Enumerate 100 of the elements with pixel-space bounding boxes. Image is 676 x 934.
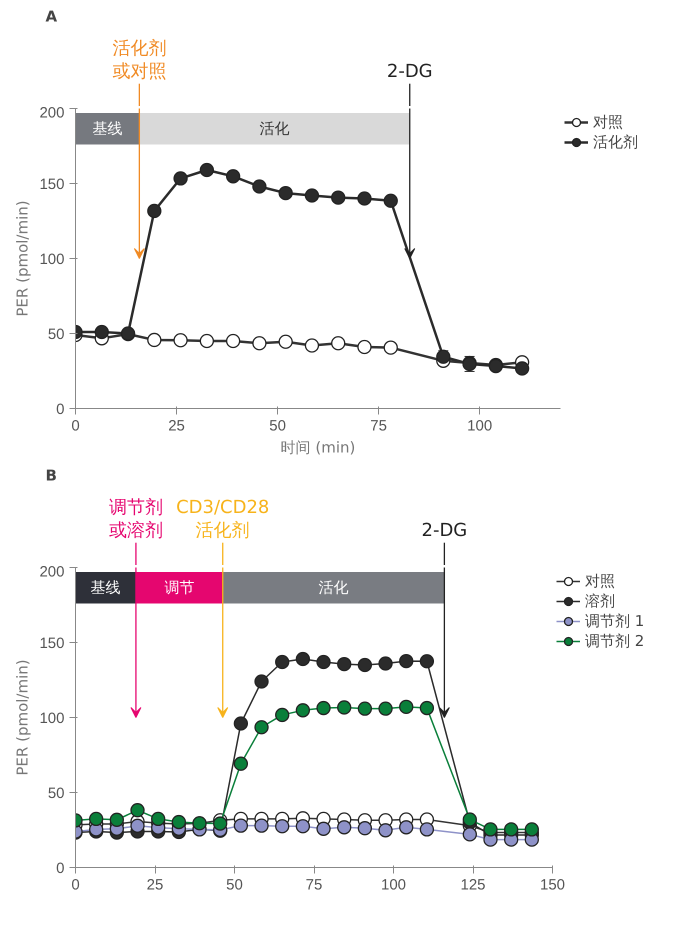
x-tick-label: 0: [71, 876, 80, 894]
chart-title: B: [46, 466, 57, 484]
point: [384, 194, 398, 208]
x-tick-label: 50: [226, 876, 243, 894]
point: [89, 812, 104, 826]
x-tick-label: 75: [306, 876, 322, 894]
point: [337, 700, 352, 715]
point: [296, 819, 310, 834]
y-tick-label: 0: [56, 401, 64, 418]
point: [110, 812, 124, 827]
x-tick-label: 50: [269, 418, 286, 434]
point: [358, 821, 372, 836]
legend-label: 调节剂 2: [585, 632, 644, 650]
y-tick-label: 0: [56, 860, 64, 877]
y-tick-label: 200: [39, 564, 65, 580]
point: [173, 171, 188, 186]
x-tick-label: 100: [380, 876, 406, 894]
point: [378, 823, 393, 838]
point: [226, 334, 240, 348]
text: 活化剂或对照: [112, 38, 166, 82]
x-tick-label: 25: [168, 418, 185, 434]
point: [357, 191, 372, 206]
point: [173, 333, 188, 348]
point: [378, 656, 393, 671]
y-tick-label: 150: [39, 635, 65, 652]
x-tick-label: 150: [540, 876, 566, 894]
point: [420, 822, 434, 837]
point: [254, 674, 269, 689]
band-label: 基线: [92, 120, 122, 138]
point: [147, 204, 162, 218]
point: [524, 822, 539, 837]
point: [275, 819, 290, 834]
point: [200, 162, 214, 178]
y-axis-title: PER (pmol/min): [13, 200, 32, 317]
point: [296, 652, 310, 666]
point: [331, 190, 346, 205]
x-axis-title: 时间 (min): [280, 438, 356, 456]
x-tick-label: 75: [370, 418, 387, 434]
point: [384, 340, 398, 355]
band-label: 调节: [164, 579, 194, 596]
point: [399, 654, 414, 668]
point: [278, 334, 293, 349]
y-tick-label: 50: [48, 785, 65, 802]
band-label: 基线: [90, 579, 121, 596]
point: [234, 716, 248, 731]
x-tick-label: 0: [71, 418, 80, 434]
y-tick-label: 200: [39, 104, 65, 122]
text: 调节剂或溶剂: [108, 497, 163, 542]
point: [316, 700, 331, 716]
y-tick-label: 50: [48, 326, 65, 343]
point: [252, 336, 267, 350]
point: [254, 818, 269, 833]
point: [436, 350, 450, 364]
point: [130, 818, 145, 833]
legend-label: 溶剂: [585, 592, 615, 610]
legend-label: 对照: [585, 572, 615, 590]
point: [234, 756, 248, 771]
legend-label: 对照: [593, 112, 623, 132]
point: [420, 700, 434, 716]
point: [331, 336, 346, 350]
point: [304, 338, 320, 353]
x-tick-label: 125: [460, 876, 486, 894]
point: [357, 340, 372, 354]
point: [358, 658, 372, 672]
point: [94, 324, 109, 340]
point: [504, 822, 518, 837]
point: [316, 654, 331, 670]
point: [213, 816, 228, 831]
point: [378, 702, 393, 716]
point: [130, 803, 145, 818]
y-tick-label: 150: [39, 176, 65, 193]
band-label: 活化: [260, 120, 290, 138]
point: [462, 827, 477, 842]
point: [234, 818, 248, 833]
band-label: 活化: [318, 579, 349, 596]
point: [275, 708, 290, 722]
legend-label: 调节剂 1: [585, 612, 644, 630]
point: [399, 700, 414, 714]
point: [278, 186, 293, 200]
point: [151, 812, 166, 826]
text: 2-DG: [386, 61, 433, 82]
point: [316, 822, 331, 836]
point: [358, 702, 372, 716]
y-tick-label: 100: [39, 251, 65, 268]
chart-title: A: [46, 8, 58, 26]
point: [304, 188, 320, 203]
x-tick-label: 100: [467, 418, 492, 434]
point: [337, 656, 352, 672]
point: [254, 720, 269, 734]
point: [399, 820, 414, 834]
point: [226, 169, 240, 184]
point: [514, 361, 530, 376]
point: [296, 703, 310, 718]
point: [483, 822, 498, 837]
y-tick-label: 100: [39, 710, 65, 727]
point: [275, 654, 290, 670]
y-axis-title: PER (pmol/min): [13, 659, 32, 776]
point: [200, 334, 214, 348]
legend-label: 活化剂: [593, 132, 638, 152]
point: [462, 812, 477, 827]
